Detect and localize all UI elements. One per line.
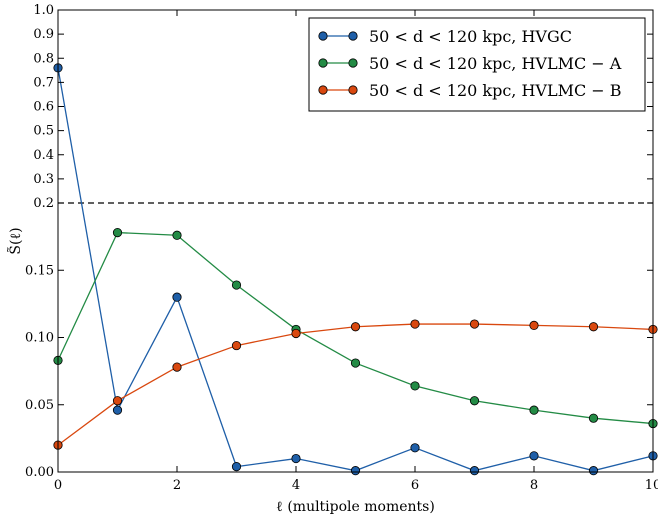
data-point	[350, 322, 361, 332]
data-point	[529, 405, 539, 415]
data-point	[172, 230, 182, 240]
data-point	[350, 358, 361, 368]
data-point	[529, 320, 539, 330]
data-point	[112, 396, 123, 406]
legend-marker	[318, 85, 328, 95]
x-tick-label: 0	[54, 478, 62, 493]
legend-marker	[348, 58, 358, 68]
y-tick-label: 0.5	[33, 124, 54, 139]
legend-marker	[348, 85, 358, 95]
data-point	[529, 451, 539, 461]
data-point	[231, 340, 242, 351]
y-tick-label: 0.6	[33, 100, 54, 115]
data-point	[469, 396, 480, 406]
axes: 0 2 4 6 8 10 0.00 0.05 0.10 0.15 0.2 0.3 0.4 0.5 0.6 0.…	[6, 3, 658, 515]
x-axis-label: ℓ (multipole moments)	[276, 499, 435, 515]
data-point	[410, 381, 420, 391]
data-point	[469, 319, 480, 329]
x-tick-label: 2	[173, 478, 181, 493]
y-tick-label: 0.05	[25, 398, 54, 413]
data-point	[172, 292, 182, 302]
series-line	[57, 67, 654, 472]
data-point	[231, 462, 242, 472]
legend-label: 50 < d < 120 kpc, HVLMC − B	[369, 81, 622, 100]
data-point	[350, 466, 361, 476]
y-tick-label: 0.4	[33, 148, 54, 163]
y-tick-label: 0.7	[33, 75, 54, 90]
plot-area	[53, 63, 658, 476]
y-tick-label: 0.2	[33, 196, 54, 211]
x-tick-label: 8	[530, 478, 538, 493]
data-point	[112, 227, 123, 238]
data-point	[231, 280, 242, 290]
legend: 50 < d < 120 kpc, HVGC 50 < d < 120 kpc, …	[308, 17, 646, 112]
x-tick-label: 10	[645, 478, 658, 493]
data-point	[291, 328, 301, 339]
y-tick-label: 0.00	[25, 465, 54, 480]
legend-marker	[318, 58, 328, 68]
y-tick-label: 0.10	[25, 331, 54, 346]
data-point	[588, 413, 599, 423]
data-point	[410, 443, 420, 453]
x-tick-label: 6	[411, 478, 419, 493]
y-tick-label: 0.9	[33, 27, 54, 42]
y-tick-label: 1.0	[33, 3, 54, 18]
y-axis-label: S̃(ℓ)	[6, 227, 24, 254]
plot-frame	[57, 9, 654, 473]
data-point	[410, 319, 420, 329]
legend-label: 50 < d < 120 kpc, HVGC	[369, 27, 572, 46]
y-tick-label: 0.8	[33, 51, 54, 66]
y-tick-label: 0.3	[33, 172, 54, 187]
y-tick-label: 0.15	[25, 263, 54, 278]
legend-box	[308, 17, 646, 112]
data-point	[588, 466, 599, 476]
data-point	[112, 405, 123, 415]
series-line	[57, 323, 654, 446]
legend-marker	[318, 31, 328, 41]
data-point	[469, 466, 480, 476]
data-point	[291, 453, 301, 464]
legend-label: 50 < d < 120 kpc, HVLMC − A	[369, 54, 622, 73]
legend-marker	[348, 31, 358, 41]
data-point	[172, 362, 182, 372]
x-tick-label: 4	[292, 478, 300, 493]
data-point	[588, 322, 599, 332]
